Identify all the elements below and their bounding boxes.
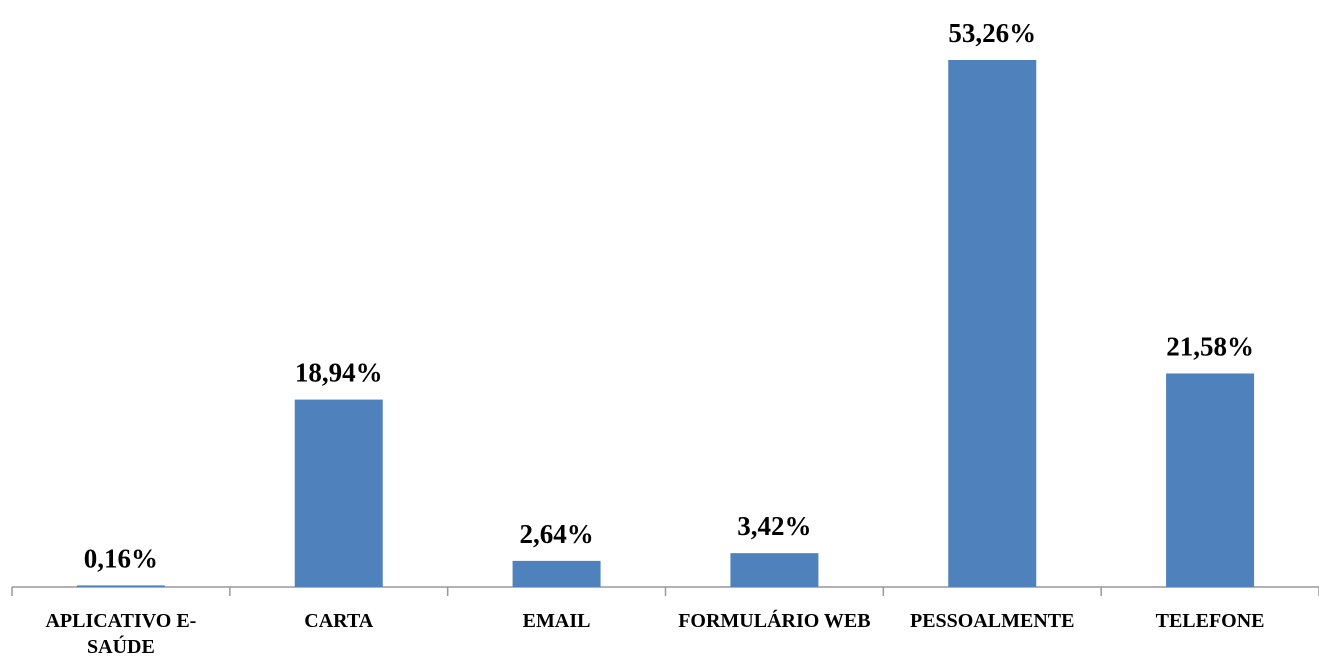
bar <box>294 399 383 587</box>
data-label: 2,64% <box>519 519 593 549</box>
bar <box>76 585 165 587</box>
x-tick-label: EMAIL <box>522 610 591 632</box>
x-tick-label: TELEFONE <box>1155 610 1265 632</box>
bar <box>948 60 1037 587</box>
data-label: 21,58% <box>1166 331 1254 361</box>
x-tick-label: PESSOALMENTE <box>910 610 1075 632</box>
data-label: 53,26% <box>948 18 1036 48</box>
x-tick-label: CARTA <box>304 610 374 632</box>
x-tick-label: FORMULÁRIO WEB <box>678 610 871 632</box>
bar <box>512 560 601 587</box>
data-label: 3,42% <box>737 511 811 541</box>
x-tick-label: APLICATIVO E-SAÚDE <box>45 610 197 658</box>
bar <box>1166 373 1255 587</box>
data-label: 18,94% <box>295 358 383 388</box>
bar <box>730 553 819 587</box>
data-label: 0,16% <box>84 543 158 573</box>
